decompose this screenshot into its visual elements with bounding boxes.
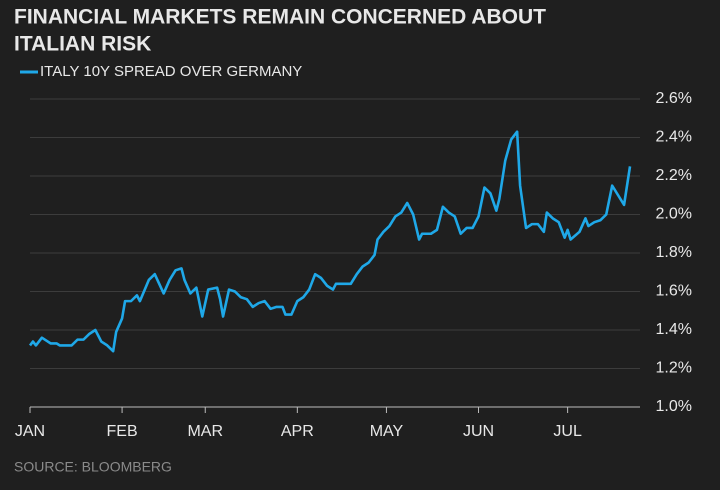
y-tick-label: 1.8% [656, 244, 692, 261]
legend-label: ITALY 10Y SPREAD OVER GERMANY [40, 63, 302, 80]
y-tick-label: 2.0% [656, 206, 692, 223]
source: SOURCE: BLOOMBERG [14, 459, 172, 475]
x-tick-label: MAR [187, 423, 223, 440]
y-tick-label: 1.6% [656, 283, 692, 300]
x-tick-label: JUL [553, 423, 582, 440]
y-tick-label: 1.2% [656, 360, 692, 377]
y-tick-label: 2.4% [656, 129, 692, 146]
x-tick-label: FEB [107, 423, 138, 440]
x-tick-label: JAN [15, 423, 45, 440]
y-tick-label: 2.6% [656, 90, 692, 107]
x-tick-label: JUN [463, 423, 494, 440]
y-tick-label: 1.4% [656, 321, 692, 338]
series-line [28, 130, 632, 353]
y-tick-label: 1.0% [656, 398, 692, 415]
chart-title: FINANCIAL MARKETS REMAIN CONCERNED ABOUT [14, 6, 546, 29]
chart-title: ITALIAN RISK [14, 33, 151, 56]
y-tick-label: 2.2% [656, 167, 692, 184]
x-tick-label: MAY [370, 423, 404, 440]
x-tick-label: APR [281, 423, 314, 440]
